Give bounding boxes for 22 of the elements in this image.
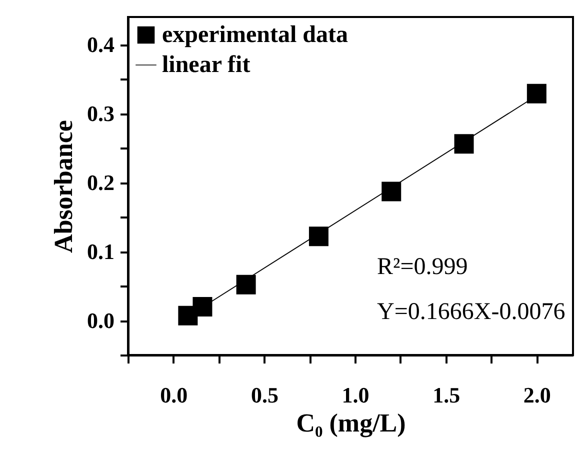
x-tick-label: 0.0 <box>160 382 188 408</box>
legend-label: linear fit <box>162 52 250 78</box>
x-tick-label: 1.5 <box>432 382 460 408</box>
y-tick-label: 0.2 <box>87 170 114 196</box>
point <box>382 182 402 202</box>
point <box>454 134 474 154</box>
annotation: Y=0.1666X-0.0076 <box>377 299 566 325</box>
point <box>236 274 256 294</box>
y-tick-label: 0.1 <box>87 239 114 264</box>
y-tick-label: 0.0 <box>87 308 114 334</box>
y-tick-label: 0.3 <box>87 101 114 126</box>
point <box>192 296 212 316</box>
annotation: R²=0.999 <box>377 254 468 280</box>
point <box>526 84 546 104</box>
x-tick-label: 2.0 <box>523 382 551 408</box>
y-tick-label: 0.4 <box>87 32 114 58</box>
y-axis-title: Absorbance <box>49 120 78 253</box>
legend-label: experimental data <box>162 22 348 48</box>
x-axis-title: C₀ (mg/L) <box>296 408 406 438</box>
point <box>308 226 328 246</box>
x-tick-label: 0.5 <box>250 382 278 408</box>
x-tick-label: 1.0 <box>342 382 370 408</box>
